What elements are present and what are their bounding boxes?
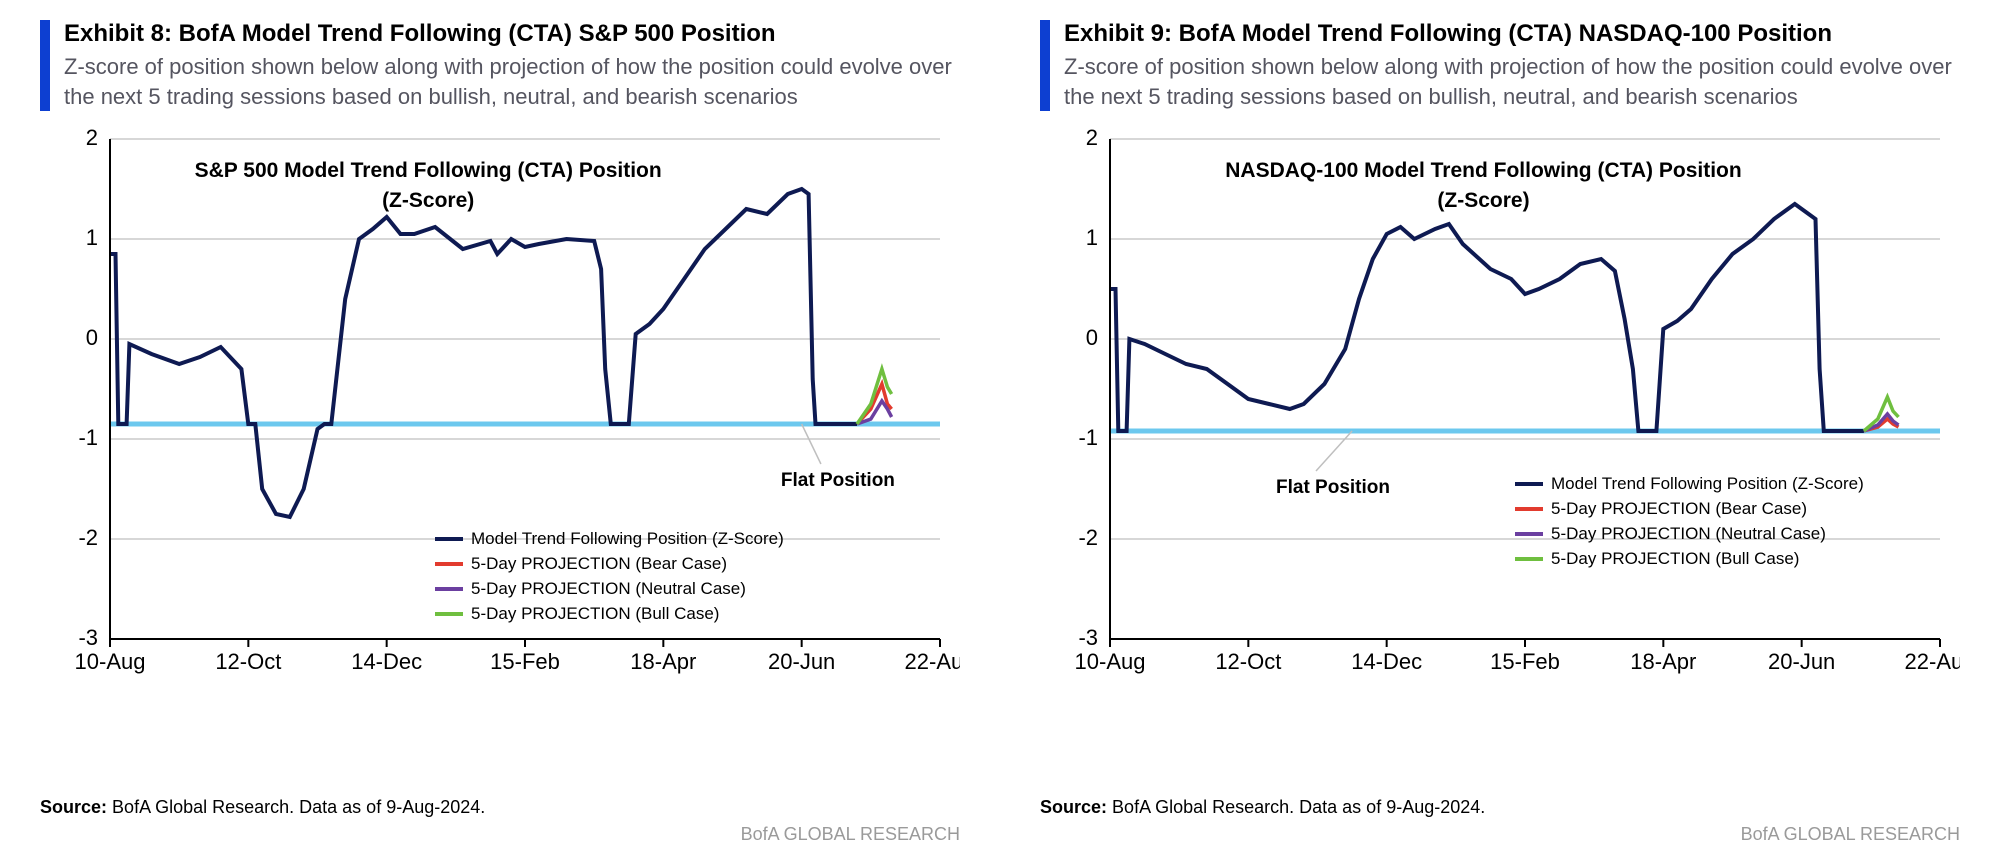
exhibit-subtitle: Z-score of position shown below along wi…	[1064, 52, 1960, 111]
chart-wrap: -3 -2 -1 0 1 2 Flat Position 10-Aug 12-Oct 14-Dec…	[40, 129, 960, 781]
chart-title: NASDAQ-100 Model Trend Following (CTA) P…	[1225, 159, 1741, 182]
legend-swatch	[435, 587, 463, 591]
series-main	[1110, 204, 1864, 431]
panel-header: Exhibit 8: BofA Model Trend Following (C…	[40, 20, 960, 111]
chart-title: S&P 500 Model Trend Following (CTA) Posi…	[195, 159, 662, 182]
legend-swatch	[435, 562, 463, 566]
exhibit-panel-nasdaq: Exhibit 9: BofA Model Trend Following (C…	[1040, 20, 1960, 845]
header-text: Exhibit 9: BofA Model Trend Following (C…	[1064, 20, 1960, 111]
brand-text: BofA GLOBAL RESEARCH	[40, 824, 960, 845]
legend-item: 5-Day PROJECTION (Neutral Case)	[1515, 524, 1864, 544]
y-tick-label: 1	[1086, 225, 1098, 250]
x-tick-label: 15-Feb	[490, 649, 560, 674]
chart-title-sub: (Z-Score)	[382, 189, 474, 212]
x-tick-label: 20-Jun	[1768, 649, 1835, 674]
source-text: BofA Global Research. Data as of 9-Aug-2…	[1112, 797, 1485, 817]
y-tick-label: 0	[86, 325, 98, 350]
legend-item: 5-Day PROJECTION (Bear Case)	[1515, 499, 1864, 519]
legend-label: 5-Day PROJECTION (Bull Case)	[471, 604, 719, 624]
y-tick-label: -3	[78, 625, 98, 650]
x-tick-label: 14-Dec	[1351, 649, 1422, 674]
y-tick-label: -2	[1078, 525, 1098, 550]
x-tick-label: 12-Oct	[215, 649, 281, 674]
y-tick-label: -3	[1078, 625, 1098, 650]
source-row: Source: BofA Global Research. Data as of…	[40, 797, 960, 818]
source-text: BofA Global Research. Data as of 9-Aug-2…	[112, 797, 485, 817]
x-tick-label: 14-Dec	[351, 649, 422, 674]
legend-item: 5-Day PROJECTION (Bear Case)	[435, 554, 784, 574]
source-row: Source: BofA Global Research. Data as of…	[1040, 797, 1960, 818]
x-tick-label: 20-Jun	[768, 649, 835, 674]
y-tick-label: -2	[78, 525, 98, 550]
exhibit-title: Exhibit 8: BofA Model Trend Following (C…	[64, 20, 960, 48]
y-tick-label: -1	[78, 425, 98, 450]
exhibit-panel-sp500: Exhibit 8: BofA Model Trend Following (C…	[40, 20, 960, 845]
legend-label: 5-Day PROJECTION (Neutral Case)	[1551, 524, 1826, 544]
accent-bar	[40, 20, 50, 111]
legend-label: Model Trend Following Position (Z-Score)	[1551, 474, 1864, 494]
legend-item: 5-Day PROJECTION (Neutral Case)	[435, 579, 784, 599]
chart-title-sub: (Z-Score)	[1437, 189, 1529, 212]
panel-header: Exhibit 9: BofA Model Trend Following (C…	[1040, 20, 1960, 111]
x-tick-label: 18-Apr	[1630, 649, 1696, 674]
flat-label: Flat Position	[1276, 477, 1390, 498]
legend-item: Model Trend Following Position (Z-Score)	[435, 529, 784, 549]
legend-swatch	[1515, 532, 1543, 536]
legend: Model Trend Following Position (Z-Score)…	[1515, 474, 1864, 574]
legend-label: 5-Day PROJECTION (Neutral Case)	[471, 579, 746, 599]
x-tick-label: 18-Apr	[630, 649, 696, 674]
legend-swatch	[435, 537, 463, 541]
x-tick-label: 15-Feb	[1490, 649, 1560, 674]
legend: Model Trend Following Position (Z-Score)…	[435, 529, 784, 629]
legend-item: 5-Day PROJECTION (Bull Case)	[1515, 549, 1864, 569]
y-tick-label: 1	[86, 225, 98, 250]
legend-label: 5-Day PROJECTION (Bull Case)	[1551, 549, 1799, 569]
x-tick-label: 12-Oct	[1215, 649, 1281, 674]
chart-wrap: -3 -2 -1 0 1 2 Flat Position 10-Aug 12-Oct 14-Dec…	[1040, 129, 1960, 781]
flat-leader	[1316, 431, 1352, 471]
x-tick-label: 22-Aug	[1905, 649, 1960, 674]
legend-swatch	[1515, 507, 1543, 511]
x-tick-label: 10-Aug	[75, 649, 146, 674]
accent-bar	[1040, 20, 1050, 111]
y-tick-label: 2	[86, 129, 98, 150]
source-label: Source:	[1040, 797, 1107, 817]
chart-svg: -3 -2 -1 0 1 2 Flat Position 10-Aug 12-Oct 14-Dec…	[1040, 129, 1960, 689]
source-label: Source:	[40, 797, 107, 817]
legend-label: 5-Day PROJECTION (Bear Case)	[1551, 499, 1807, 519]
y-tick-label: 0	[1086, 325, 1098, 350]
y-tick-label: 2	[1086, 129, 1098, 150]
exhibit-subtitle: Z-score of position shown below along wi…	[64, 52, 960, 111]
legend-item: 5-Day PROJECTION (Bull Case)	[435, 604, 784, 624]
brand-text: BofA GLOBAL RESEARCH	[1040, 824, 1960, 845]
header-text: Exhibit 8: BofA Model Trend Following (C…	[64, 20, 960, 111]
exhibit-title: Exhibit 9: BofA Model Trend Following (C…	[1064, 20, 1960, 48]
series-main	[110, 189, 857, 517]
legend-swatch	[1515, 482, 1543, 486]
legend-label: Model Trend Following Position (Z-Score)	[471, 529, 784, 549]
legend-item: Model Trend Following Position (Z-Score)	[1515, 474, 1864, 494]
legend-swatch	[1515, 557, 1543, 561]
legend-label: 5-Day PROJECTION (Bear Case)	[471, 554, 727, 574]
y-tick-label: -1	[1078, 425, 1098, 450]
flat-leader	[802, 424, 821, 464]
x-tick-label: 10-Aug	[1075, 649, 1146, 674]
legend-swatch	[435, 612, 463, 616]
x-tick-label: 22-Aug	[905, 649, 960, 674]
flat-label: Flat Position	[781, 470, 895, 491]
